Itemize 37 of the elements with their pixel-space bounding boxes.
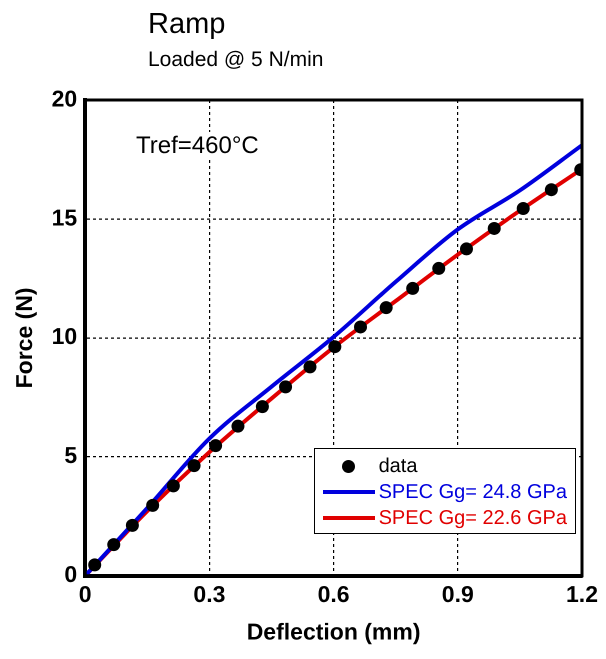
point [488,222,501,235]
annotation: Tref=460°C [136,132,259,160]
y-tick-label: 5 [64,442,78,468]
point [328,340,342,354]
y-tick-label: 20 [52,85,78,112]
point [166,479,180,492]
point [544,183,558,196]
x-tick-label: 0.3 [193,580,226,607]
x-tick-label: 1.2 [566,580,598,607]
legend-label: SPEC Gg= 22.6 GPa [378,506,567,530]
point [146,498,160,512]
point [432,262,446,275]
point [516,202,530,215]
point [303,360,316,374]
x-axis-title: Deflection (mm) [246,618,420,645]
x-tick-label: 0.9 [442,580,474,607]
y-tick-label: 0 [64,561,78,588]
point [380,301,393,314]
y-tick-label: 15 [52,204,78,230]
y-tick-label: 10 [52,323,78,350]
point [88,558,102,572]
point [256,400,269,414]
point [279,380,292,394]
point [209,439,222,452]
point [126,518,139,532]
chart-subtitle: Loaded @ 5 N/min [148,48,324,72]
legend-label: SPEC Gg= 24.8 GPa [378,480,567,504]
point [231,420,244,433]
chart-title: Ramp [148,8,226,41]
point [107,538,120,552]
legend-label: data [378,454,418,478]
y-axis-title: Force (N) [11,287,38,388]
point [188,459,201,472]
point [406,282,420,295]
x-tick-label: 0.6 [318,580,350,607]
point [354,320,368,334]
point [460,242,473,256]
